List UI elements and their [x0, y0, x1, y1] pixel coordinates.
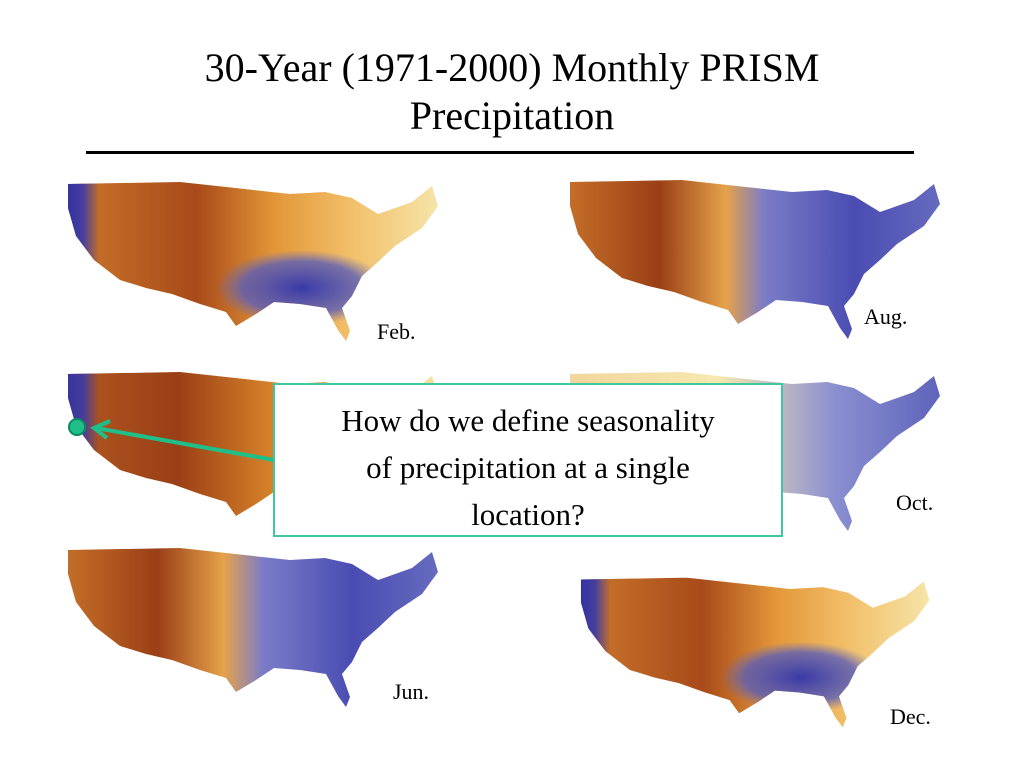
- question-callout: How do we define seasonality of precipit…: [273, 383, 783, 537]
- map-feb: [68, 182, 438, 341]
- map-label-aug: Aug.: [864, 304, 908, 329]
- map-label-jun: Jun.: [393, 679, 430, 704]
- title-line-2: Precipitation: [409, 93, 615, 138]
- title-line-1: 30-Year (1971-2000) Monthly PRISM: [204, 45, 820, 90]
- slide-title: 30-Year (1971-2000) Monthly PRISM Precip…: [0, 44, 1024, 140]
- map-label-oct: Oct.: [896, 490, 934, 515]
- map-label-feb: Feb.: [377, 319, 416, 344]
- callout-line-3: location?: [471, 497, 585, 532]
- map-jun: [68, 548, 438, 707]
- title-underline: [86, 151, 914, 154]
- callout-line-2: of precipitation at a single: [366, 450, 690, 485]
- map-aug: [570, 180, 940, 339]
- map-label-dec: Dec.: [890, 704, 931, 729]
- map-dec: [580, 577, 930, 728]
- callout-line-1: How do we define seasonality: [341, 403, 715, 438]
